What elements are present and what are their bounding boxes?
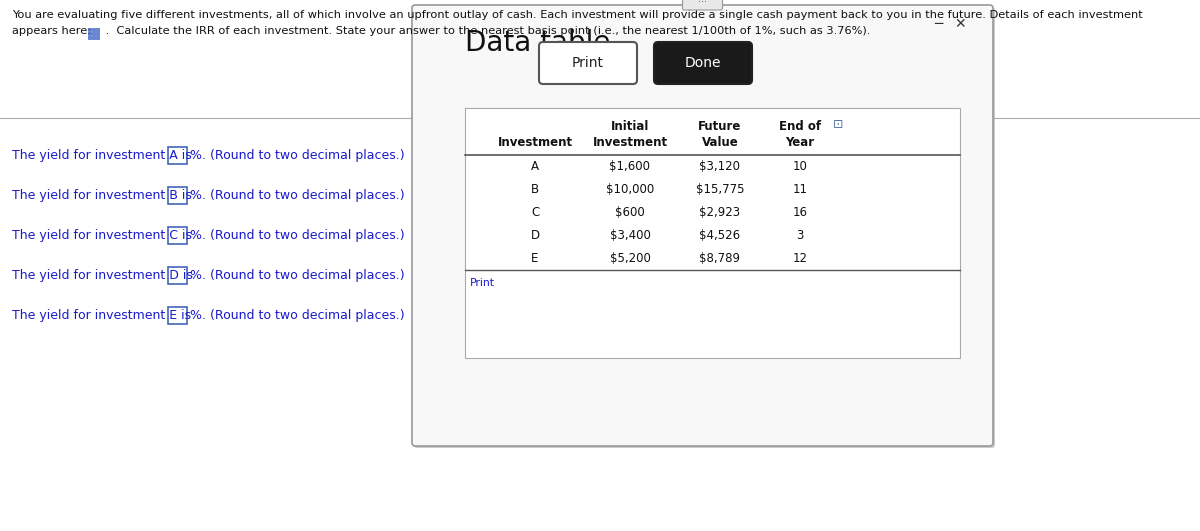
Text: E: E xyxy=(532,252,539,265)
Text: 16: 16 xyxy=(792,206,808,219)
FancyBboxPatch shape xyxy=(654,42,752,84)
Text: Print: Print xyxy=(572,56,604,70)
Text: ⊡: ⊡ xyxy=(833,117,844,131)
FancyBboxPatch shape xyxy=(88,32,91,35)
FancyBboxPatch shape xyxy=(168,267,187,284)
Text: Data table: Data table xyxy=(466,29,611,57)
Text: 12: 12 xyxy=(792,252,808,265)
Text: The yield for investment C is: The yield for investment C is xyxy=(12,228,196,242)
Text: B: B xyxy=(530,183,539,196)
Text: ···: ··· xyxy=(698,0,707,7)
Text: $8,789: $8,789 xyxy=(700,252,740,265)
Text: The yield for investment A is: The yield for investment A is xyxy=(12,149,196,161)
Text: $5,200: $5,200 xyxy=(610,252,650,265)
Text: Future: Future xyxy=(698,119,742,133)
Text: Done: Done xyxy=(685,56,721,70)
Text: Initial: Initial xyxy=(611,119,649,133)
FancyBboxPatch shape xyxy=(88,36,91,39)
Text: $3,120: $3,120 xyxy=(700,160,740,173)
Text: Value: Value xyxy=(702,136,738,150)
Text: Year: Year xyxy=(786,136,815,150)
FancyBboxPatch shape xyxy=(88,28,91,31)
Text: Print: Print xyxy=(470,278,496,288)
FancyBboxPatch shape xyxy=(539,42,637,84)
FancyBboxPatch shape xyxy=(92,36,95,39)
Text: You are evaluating five different investments, all of which involve an upfront o: You are evaluating five different invest… xyxy=(12,10,1142,20)
FancyBboxPatch shape xyxy=(466,108,960,358)
Text: D: D xyxy=(530,229,540,242)
Text: ─: ─ xyxy=(934,17,942,31)
FancyBboxPatch shape xyxy=(683,0,722,10)
FancyBboxPatch shape xyxy=(168,186,187,203)
Text: 3: 3 xyxy=(797,229,804,242)
Text: A: A xyxy=(530,160,539,173)
Text: $600: $600 xyxy=(616,206,644,219)
Text: %. (Round to two decimal places.): %. (Round to two decimal places.) xyxy=(190,228,404,242)
Text: ✕: ✕ xyxy=(954,17,966,31)
Text: $10,000: $10,000 xyxy=(606,183,654,196)
Text: 10: 10 xyxy=(792,160,808,173)
Text: $2,923: $2,923 xyxy=(700,206,740,219)
Text: The yield for investment E is: The yield for investment E is xyxy=(12,309,196,321)
Text: The yield for investment D is: The yield for investment D is xyxy=(12,269,197,281)
FancyBboxPatch shape xyxy=(96,28,98,31)
Text: $3,400: $3,400 xyxy=(610,229,650,242)
Text: %. (Round to two decimal places.): %. (Round to two decimal places.) xyxy=(190,309,404,321)
Text: 11: 11 xyxy=(792,183,808,196)
FancyBboxPatch shape xyxy=(168,147,187,164)
Text: The yield for investment B is: The yield for investment B is xyxy=(12,189,196,201)
Text: End of: End of xyxy=(779,119,821,133)
Text: $1,600: $1,600 xyxy=(610,160,650,173)
Text: C: C xyxy=(530,206,539,219)
FancyBboxPatch shape xyxy=(168,306,187,323)
FancyBboxPatch shape xyxy=(92,28,95,31)
FancyBboxPatch shape xyxy=(168,227,187,244)
Text: %. (Round to two decimal places.): %. (Round to two decimal places.) xyxy=(190,269,404,281)
Text: %. (Round to two decimal places.): %. (Round to two decimal places.) xyxy=(190,189,404,201)
Text: appears here:    .  Calculate the IRR of each investment. State your answer to t: appears here: . Calculate the IRR of eac… xyxy=(12,26,870,36)
FancyBboxPatch shape xyxy=(414,7,995,448)
FancyBboxPatch shape xyxy=(92,32,95,35)
Text: %. (Round to two decimal places.): %. (Round to two decimal places.) xyxy=(190,149,404,161)
FancyBboxPatch shape xyxy=(96,32,98,35)
Text: Investment: Investment xyxy=(593,136,667,150)
FancyBboxPatch shape xyxy=(412,5,994,446)
Text: $4,526: $4,526 xyxy=(700,229,740,242)
Text: $15,775: $15,775 xyxy=(696,183,744,196)
FancyBboxPatch shape xyxy=(96,36,98,39)
Text: Investment: Investment xyxy=(498,136,572,150)
